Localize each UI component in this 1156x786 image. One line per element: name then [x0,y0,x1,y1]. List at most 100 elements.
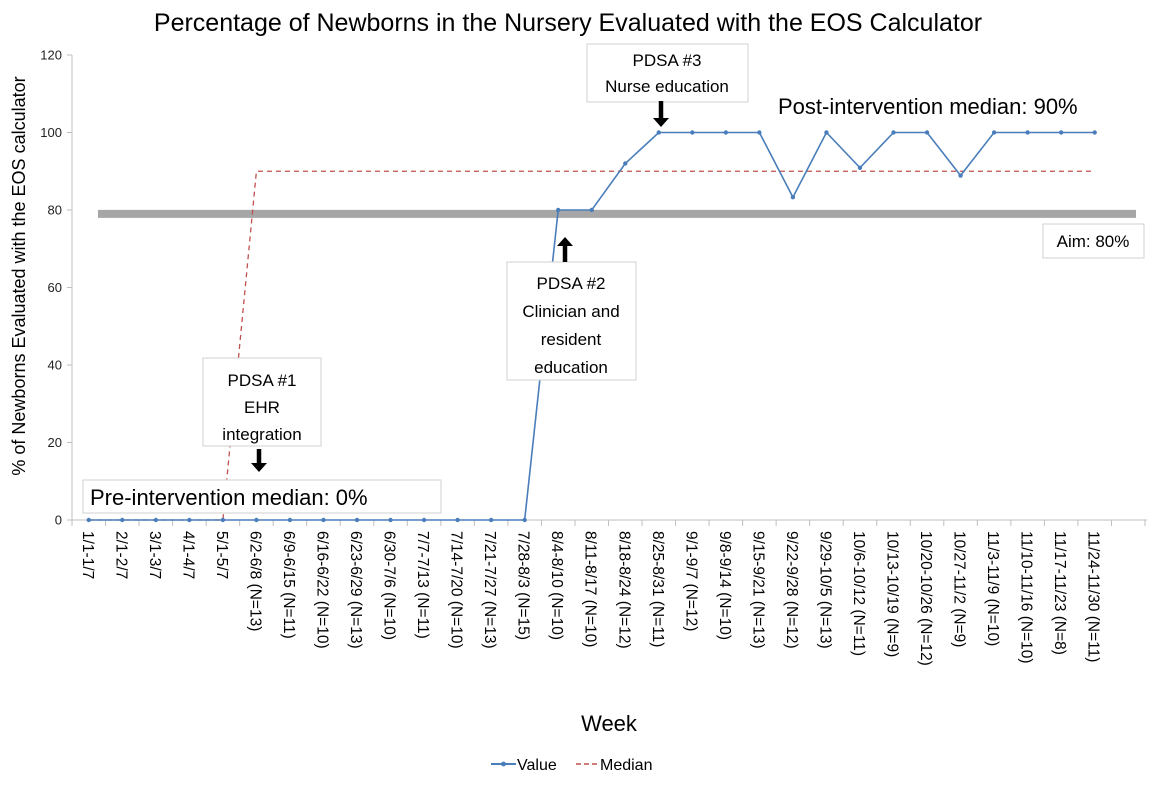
value-point [421,517,427,523]
x-tick-label: 5/1-5/7 [213,531,230,579]
y-tick-label: 60 [48,280,62,295]
value-point [86,517,91,523]
value-point [455,517,460,523]
annotation-line: EHR [244,398,280,417]
x-tick-label: 10/20-10/26 (N=12) [917,531,934,666]
value-point [757,130,762,135]
value-point [1058,130,1064,135]
value-point [690,130,695,135]
x-tick-label: 6/2-6/8 (N=13) [246,531,263,631]
value-point [1092,130,1097,135]
value-point [623,161,628,166]
pdsa1-box [202,357,322,447]
legend-label-median: Median [600,757,652,774]
value-point [220,517,226,523]
x-tick-label: 8/4-8/10 (N=10) [548,531,565,640]
pdsa2-box [506,261,637,381]
value-point [522,517,527,523]
annotation-line: PDSA #2 [537,274,606,293]
x-tick-label: 11/17-11/23 (N=8) [1051,531,1068,655]
series-layer [86,130,1097,523]
annotation-line: PDSA #1 [228,371,297,390]
y-tick-label: 20 [48,435,62,450]
value-point [287,517,293,523]
value-point [656,130,661,135]
x-tick-label: 8/18-8/24 (N=12) [615,531,632,649]
x-tick-label: 11/3-11/9 (N=10) [984,531,1001,646]
y-tick-label: 80 [48,203,62,218]
x-tick-label: 2/1-2/7 [112,531,129,579]
aim-label-box [1042,223,1145,259]
legend-marker-value [501,761,506,767]
value-point [1025,130,1030,135]
value-point [824,130,829,135]
x-tick-label: 8/11-8/17 (N=10) [582,531,599,647]
x-axis-title: Week [581,711,638,736]
value-point [187,517,192,523]
x-tick-label: 9/22-9/28 (N=12) [783,531,800,649]
x-tick-layer: 1/1-1/7 2/1-2/7 3/1-3/7 4/1-4/7 5/1-5/7 6/2-6… [79,531,1102,666]
post-median-label: Post-intervention median: 90% [778,94,1078,119]
value-point [958,173,963,178]
pdsa3-box [586,43,749,103]
annotation-line: integration [222,425,301,444]
pdsa2-arrow-head [557,237,573,246]
chart-title: Percentage of Newborns in the Nursery Ev… [154,9,982,37]
x-tick-label: 10/6-10/12 (N=11) [850,531,867,656]
x-tick-label: 11/10-11/16 (N=10) [1018,531,1035,664]
pdsa3-arrow-head [653,118,669,127]
x-tick-label: 6/23-6/29 (N=13) [347,531,364,649]
annotation-layer: PDSA #1 EHR integration PDSA #2 Clinician an… [82,43,1145,514]
value-point [589,207,594,213]
value-point [488,517,494,523]
pdsa1-arrow-head [251,463,267,472]
x-tick-label: 7/7-7/13 (N=11) [414,531,431,639]
x-tick-label: 8/25-8/31 (N=11) [649,531,666,647]
value-point [153,517,159,523]
value-point [555,207,561,213]
x-tick-label: 7/14-7/20 (N=10) [448,531,465,649]
value-point [723,130,729,135]
pre-median-label: Pre-intervention median: 0% [90,485,368,510]
x-tick-label: 6/16-6/22 (N=10) [313,531,330,649]
x-tick-label: 9/15-9/21 (N=13) [749,531,766,649]
x-tick-label: 7/21-7/27 (N=13) [481,531,498,649]
x-tick-label: 7/28-8/3 (N=15) [515,531,532,640]
legend-label-value: Value [517,757,557,774]
x-tick-label: 6/30-7/6 (N=10) [381,531,398,640]
x-tick-label: 10/27-11/2 (N=9) [951,531,968,647]
annotation-line: resident [541,330,602,349]
value-point [254,517,259,523]
y-tick-label: 40 [48,358,62,373]
y-tick-label: 100 [40,125,62,140]
x-tick-label: 9/29-10/5 (N=13) [816,531,833,649]
y-tick-label: 0 [55,513,62,528]
legend: Value Median [491,757,652,774]
x-tick-label: 3/1-3/7 [146,531,163,579]
value-point [354,517,360,523]
pre-median-box [82,479,442,514]
x-tick-label: 9/1-9/7 (N=12) [682,531,699,631]
value-point [790,195,796,200]
x-tick-label: 1/1-1/7 [79,531,96,579]
median-line [88,170,1095,521]
x-tick-label: 4/1-4/7 [179,531,196,579]
annotation-line: PDSA #3 [633,51,702,70]
y-tick-label: 120 [40,48,62,63]
annotation-line: Clinician and [522,302,619,321]
x-tick-label: 10/13-10/19 (N=9) [884,531,901,657]
y-axis-title: % of Newborns Evaluated with the EOS cal… [9,76,29,475]
value-point [388,517,393,523]
value-point [991,130,997,135]
value-point [857,165,863,170]
value-point [891,130,896,135]
annotation-line: Nurse education [605,77,729,96]
x-tick-label: 11/24-11/30 (N=11) [1085,531,1102,662]
aim-label: Aim: 80% [1057,232,1130,251]
value-point [924,130,930,135]
x-tick-label: 9/8-9/14 (N=10) [716,531,733,640]
x-tick-label: 6/9-6/15 (N=11) [280,531,297,639]
value-point [321,517,326,523]
annotation-line: education [534,358,608,377]
